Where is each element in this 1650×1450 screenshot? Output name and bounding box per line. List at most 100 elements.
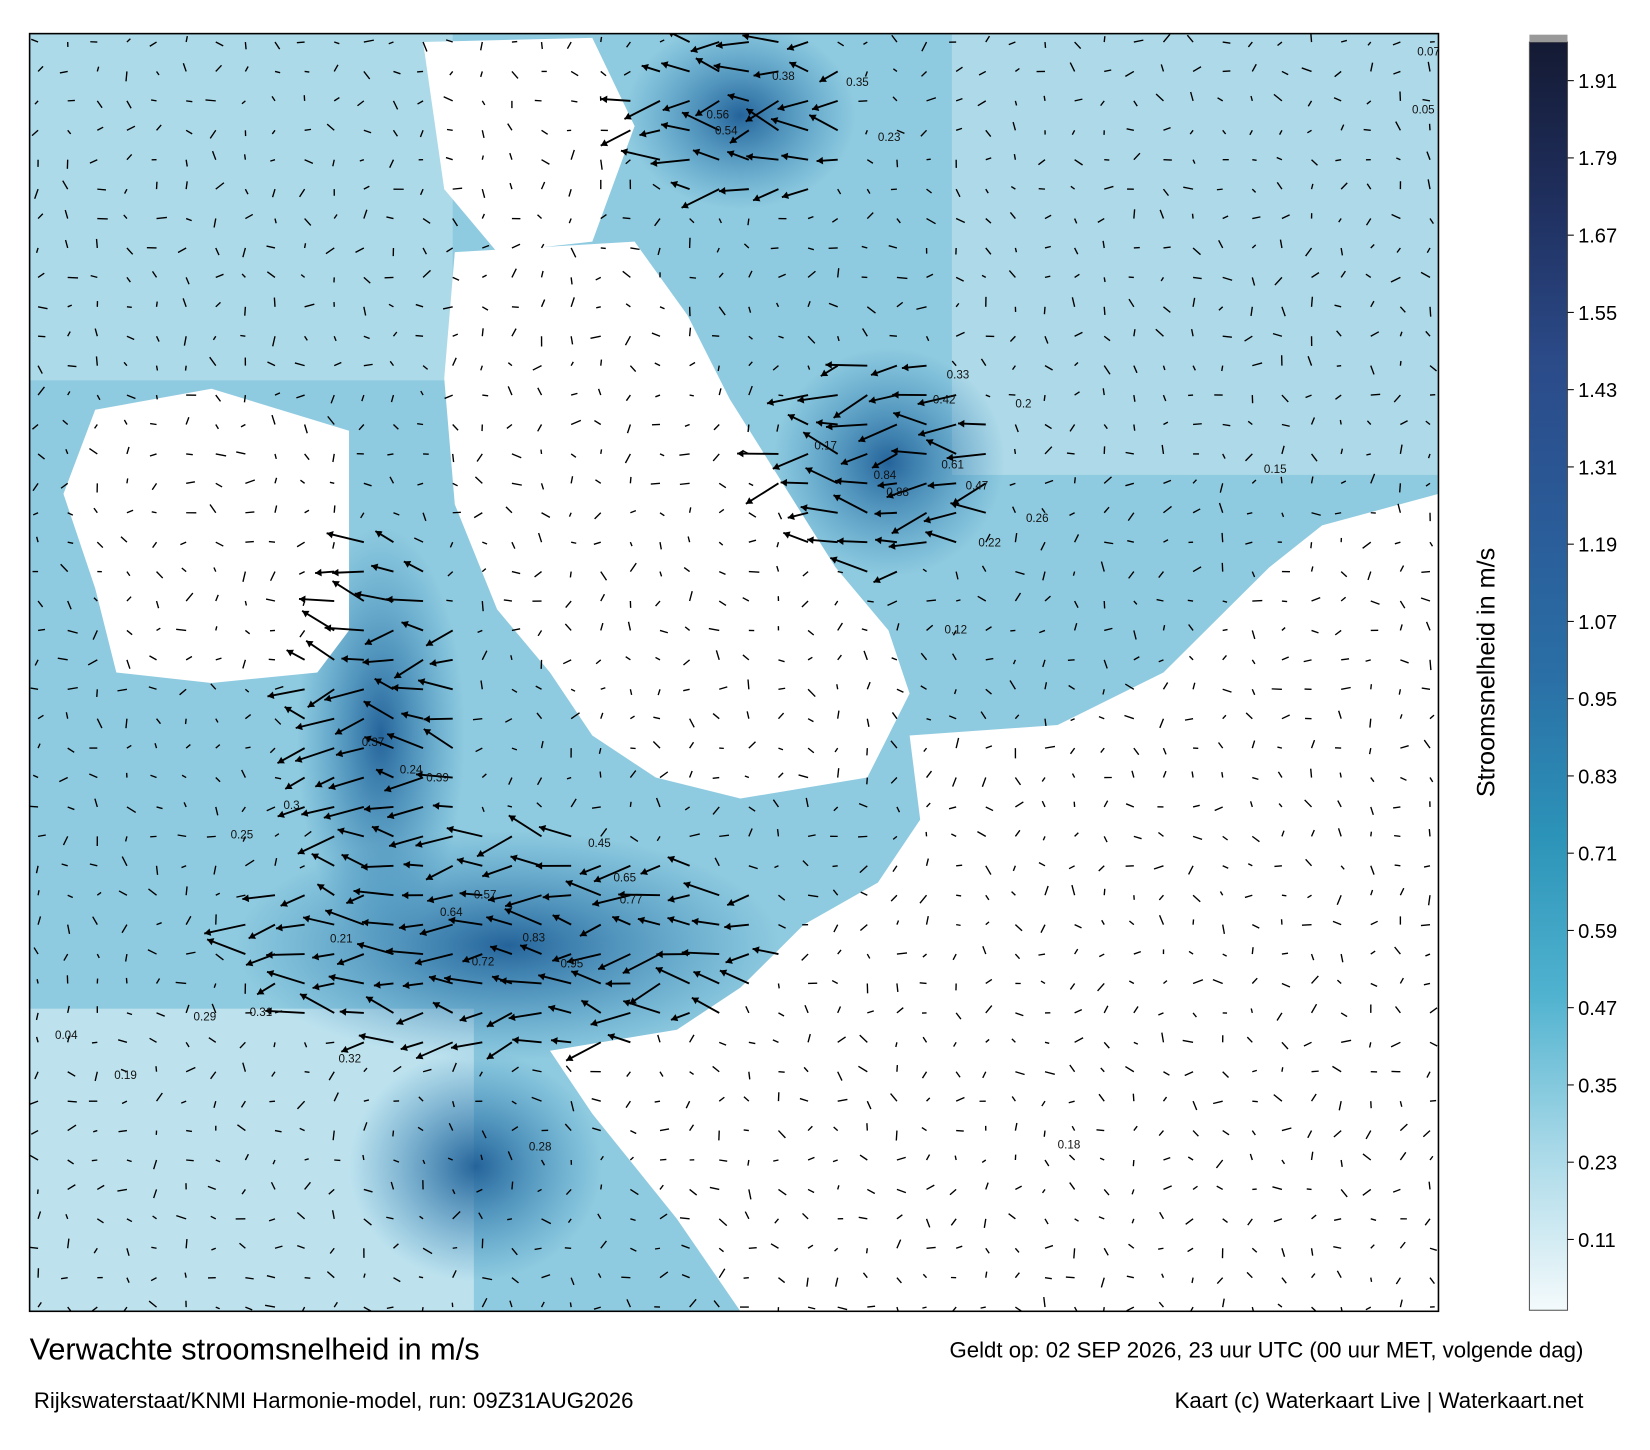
vector xyxy=(213,865,217,875)
vector-head xyxy=(248,932,257,939)
deep-channel xyxy=(772,346,1005,578)
vector-head xyxy=(901,363,909,372)
vector xyxy=(985,921,990,926)
vector xyxy=(1222,600,1228,603)
vector xyxy=(126,125,136,131)
vector xyxy=(96,1184,105,1191)
vector xyxy=(126,571,131,577)
vector xyxy=(618,893,661,897)
vector xyxy=(1390,1041,1401,1048)
vector xyxy=(363,306,367,316)
vector xyxy=(890,777,898,784)
vector xyxy=(1044,745,1056,749)
vector xyxy=(1222,688,1232,693)
vector xyxy=(417,1126,424,1132)
vector xyxy=(622,953,661,975)
vector xyxy=(392,129,399,137)
vector xyxy=(511,482,522,486)
vector xyxy=(1310,768,1313,778)
vector-head xyxy=(400,1043,408,1051)
vector xyxy=(1133,630,1137,640)
vector xyxy=(181,774,187,779)
vector xyxy=(981,1159,987,1163)
vector xyxy=(94,1071,98,1082)
vector xyxy=(807,747,815,754)
vector xyxy=(540,740,544,749)
vector xyxy=(1044,446,1053,455)
vector xyxy=(867,1010,874,1014)
vector xyxy=(31,38,39,43)
vector xyxy=(776,828,780,837)
vector-head xyxy=(681,111,690,119)
vector xyxy=(1310,476,1314,484)
vector xyxy=(329,1247,335,1254)
vector-head xyxy=(364,735,372,743)
vector xyxy=(1427,453,1431,459)
vector xyxy=(955,331,965,337)
vector xyxy=(1311,1306,1318,1312)
vector xyxy=(37,714,44,720)
vector xyxy=(952,953,957,961)
vector xyxy=(1042,836,1046,841)
vector xyxy=(833,806,839,812)
vector xyxy=(452,482,458,487)
colorbar-scale xyxy=(1528,41,1569,1311)
vector xyxy=(35,865,39,874)
vector xyxy=(745,108,779,132)
vector-head xyxy=(384,785,392,793)
vector xyxy=(801,953,809,961)
vector xyxy=(1393,394,1401,403)
vector xyxy=(265,598,276,602)
vector-head xyxy=(266,951,273,959)
speed-label: 0.04 xyxy=(55,1030,78,1042)
vector-head xyxy=(868,396,876,404)
vector xyxy=(1044,682,1048,690)
vector xyxy=(1014,1272,1020,1279)
vector xyxy=(413,537,424,543)
vector xyxy=(896,952,908,955)
vector xyxy=(210,1071,217,1080)
colorbar-tick-label: 0.23 xyxy=(1578,1153,1617,1175)
vector xyxy=(242,1062,247,1072)
vector xyxy=(1370,684,1373,690)
vector xyxy=(67,512,74,516)
vector xyxy=(274,453,277,460)
vector-head xyxy=(297,847,306,855)
colorbar-tick-label: 1.67 xyxy=(1578,226,1617,248)
vector xyxy=(1365,218,1372,226)
vector xyxy=(985,806,994,812)
vector-head xyxy=(403,860,411,869)
vector-head xyxy=(893,411,901,419)
vector xyxy=(452,1189,456,1195)
vector xyxy=(300,479,306,484)
vector xyxy=(689,1124,695,1131)
vector xyxy=(37,65,44,72)
vector xyxy=(444,394,453,400)
vector xyxy=(185,592,194,602)
speed-label: 0.05 xyxy=(1412,105,1435,117)
vector-head xyxy=(520,944,528,952)
speed-label: 0.18 xyxy=(1058,1139,1081,1151)
vector-head xyxy=(285,782,293,790)
vector xyxy=(244,600,248,606)
vector xyxy=(594,420,602,426)
vector xyxy=(1103,659,1108,669)
vector xyxy=(472,718,483,721)
vector xyxy=(244,66,249,72)
land xyxy=(63,388,350,683)
vector-head xyxy=(590,1019,598,1027)
vector xyxy=(1217,97,1224,102)
vector xyxy=(244,188,249,195)
vector xyxy=(299,865,305,869)
vector xyxy=(269,747,276,754)
vector xyxy=(96,126,104,131)
vector xyxy=(570,476,574,484)
vector xyxy=(630,1247,637,1252)
vector xyxy=(215,806,219,816)
vector xyxy=(117,1039,128,1043)
vector xyxy=(772,365,779,371)
vector xyxy=(266,245,276,249)
vector xyxy=(1158,915,1165,925)
vector xyxy=(87,659,98,666)
vector xyxy=(1098,715,1105,720)
